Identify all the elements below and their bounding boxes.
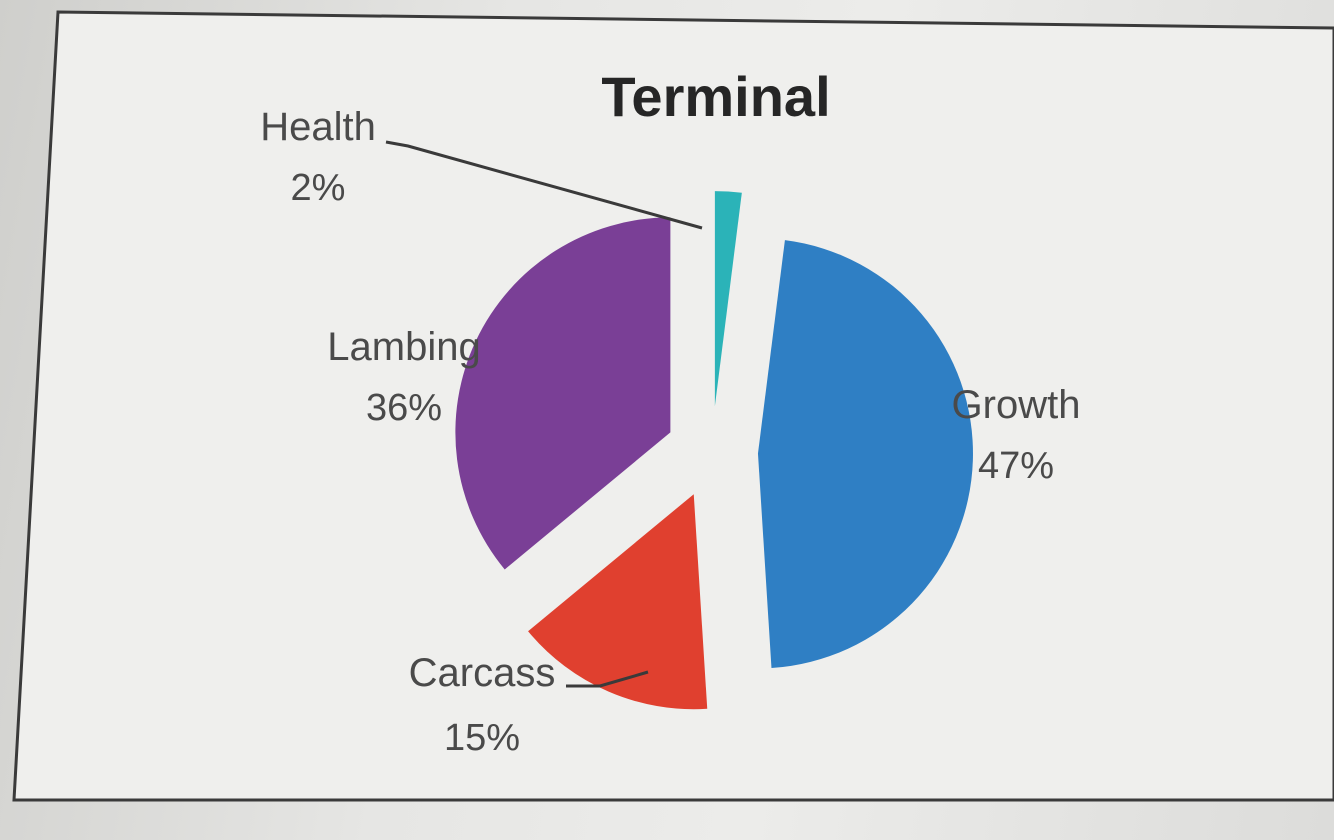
chart-title: Terminal xyxy=(601,65,830,128)
slice-label-health: Health xyxy=(260,105,376,149)
pie-slice-lambing xyxy=(455,217,671,570)
pie-slice-health xyxy=(714,191,742,407)
slice-value-lambing: 36% xyxy=(366,387,442,429)
chart-border xyxy=(12,10,1334,802)
pie-slice-growth xyxy=(757,240,973,669)
slice-label-lambing: Lambing xyxy=(327,325,480,369)
leader-line-carcass xyxy=(566,670,649,688)
slice-label-carcass: Carcass xyxy=(409,651,556,695)
slice-value-health: 2% xyxy=(291,167,346,209)
leader-line-health xyxy=(385,140,703,230)
pie-slices xyxy=(455,191,973,710)
pie-slice-carcass xyxy=(528,494,708,710)
pie-labels: Health 2% Growth 47% Carcass 15% Lambing 36% xyxy=(260,105,1080,759)
slice-value-carcass: 15% xyxy=(444,717,520,759)
slice-value-growth: 47% xyxy=(978,445,1054,487)
slice-label-growth: Growth xyxy=(952,383,1081,427)
